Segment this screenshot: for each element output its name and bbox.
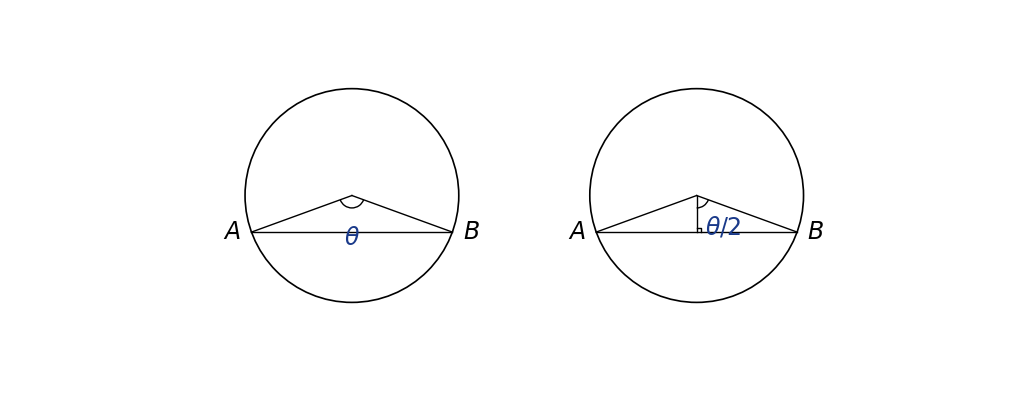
Text: $B$: $B$: [807, 221, 825, 243]
Text: $\theta/2$: $\theta/2$: [705, 215, 741, 240]
Text: $A$: $A$: [223, 221, 241, 243]
Text: $B$: $B$: [462, 221, 480, 243]
Text: $\theta$: $\theta$: [344, 227, 360, 250]
Text: $A$: $A$: [568, 221, 586, 243]
